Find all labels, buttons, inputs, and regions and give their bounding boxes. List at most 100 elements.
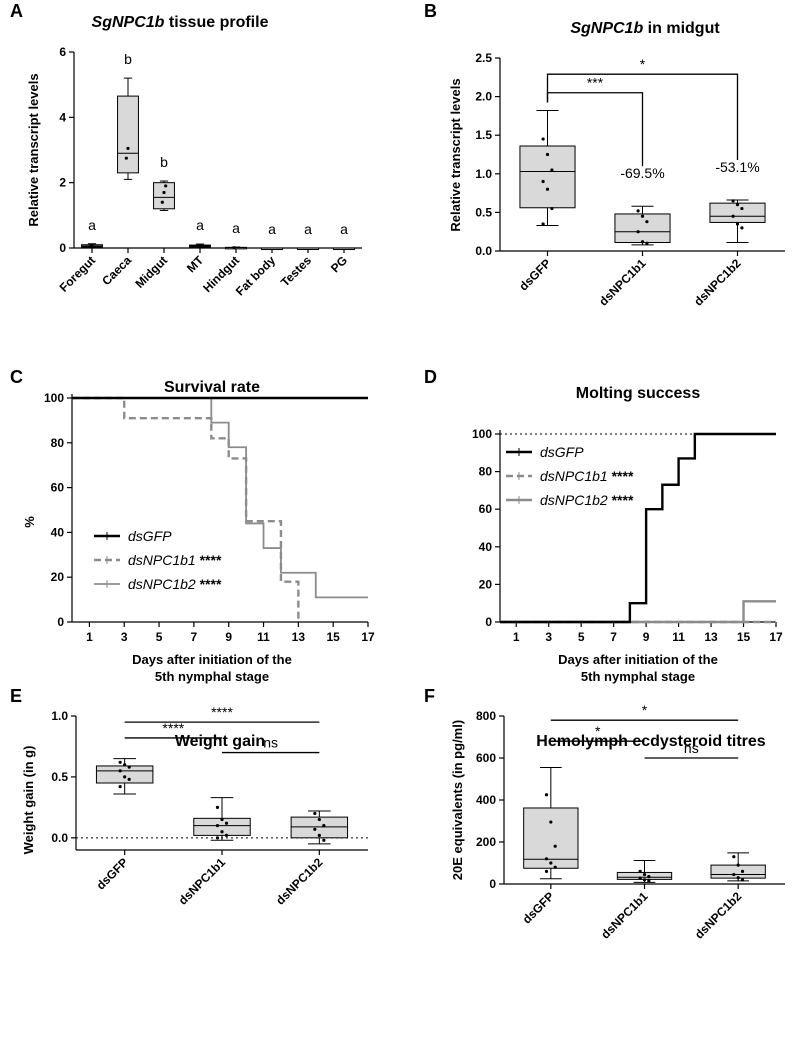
category-label: MT xyxy=(184,253,207,276)
y-tick-label: 2 xyxy=(59,176,66,190)
panel-B: B SgNPC1b in midgut Relative transcript le… xyxy=(424,1,785,309)
data-point xyxy=(553,844,557,848)
panel-E: E Weight gain Weight gain (in g) 0.0 0.5 1.0 d… xyxy=(10,686,368,908)
x-tick-label: 13 xyxy=(704,630,718,644)
panel-label: E xyxy=(10,686,22,706)
x-tick-label: 1 xyxy=(86,630,93,644)
x-tick-label: 1 xyxy=(513,630,520,644)
data-point xyxy=(317,817,321,822)
y-tick-label: 800 xyxy=(476,709,496,723)
category-label: dsNPC1b2 xyxy=(273,855,326,908)
data-point xyxy=(638,869,642,874)
data-point xyxy=(127,777,131,781)
legend-name: dsGFP xyxy=(540,444,584,460)
box-dsNPC1b2 xyxy=(290,816,349,839)
data-point xyxy=(541,137,545,141)
x-axis-label-line2: 5th nymphal stage xyxy=(155,669,269,684)
data-point xyxy=(544,857,549,861)
y-tick-label: 20 xyxy=(51,570,65,584)
data-point xyxy=(162,190,166,195)
legend-entry: dsNPC1b2 **** xyxy=(128,576,222,592)
data-point xyxy=(549,820,553,824)
y-tick-label: 60 xyxy=(51,481,65,495)
y-tick-label: 0 xyxy=(485,615,492,629)
x-tick-label: 9 xyxy=(643,630,650,644)
category-label: Fat body xyxy=(233,253,278,298)
x-tick-label: 9 xyxy=(225,630,232,644)
series-line-dsGFP xyxy=(500,432,776,624)
x-tick-label: 11 xyxy=(257,630,270,644)
data-point xyxy=(123,763,127,767)
y-tick-label: 1.0 xyxy=(475,167,492,181)
data-point xyxy=(636,209,640,213)
legend-name: dsNPC1b2 xyxy=(128,576,196,592)
data-point xyxy=(736,863,740,867)
data-point xyxy=(640,240,645,244)
chart-title: Hemolymph ecdysteroid titres xyxy=(536,733,766,750)
y-tick-label: 400 xyxy=(476,793,496,807)
significance-label: * xyxy=(640,56,646,72)
y-tick-label: 0 xyxy=(489,877,496,891)
series-line-dsNPC1b1 xyxy=(72,396,300,622)
data-point xyxy=(127,765,131,769)
y-tick-label: 20 xyxy=(479,577,493,591)
data-point xyxy=(740,206,744,211)
y-tick-label: 2.5 xyxy=(475,51,492,65)
data-point xyxy=(118,769,122,773)
y-axis-label: Relative transcript levels xyxy=(448,78,463,231)
data-point xyxy=(160,200,164,204)
data-point xyxy=(322,838,326,842)
category-label: dsNPC1b2 xyxy=(692,889,745,942)
legend-entry: dsNPC1b1 **** xyxy=(540,468,634,484)
data-point xyxy=(642,872,647,877)
category-label: dsNPC1b1 xyxy=(598,889,651,942)
data-point xyxy=(731,199,735,203)
legend-entry: dsGFP xyxy=(540,444,584,460)
legend-significance: **** xyxy=(196,552,222,568)
x-tick-label: 3 xyxy=(545,630,552,644)
legend-significance: **** xyxy=(608,468,634,484)
x-tick-label: 3 xyxy=(121,630,128,644)
data-point xyxy=(215,824,220,828)
y-tick-label: 1.0 xyxy=(51,709,68,723)
significance-label: ns xyxy=(684,740,699,756)
data-point xyxy=(313,811,317,816)
y-tick-label: 0 xyxy=(59,241,66,255)
data-point xyxy=(740,878,745,882)
y-tick-label: 0.0 xyxy=(475,244,492,258)
data-point xyxy=(740,226,744,230)
data-point xyxy=(735,203,740,207)
data-point xyxy=(220,830,224,834)
data-point xyxy=(196,244,200,248)
significance-label: * xyxy=(595,723,601,739)
x-tick-label: 5 xyxy=(156,630,163,644)
legend-name: dsNPC1b2 xyxy=(540,492,608,508)
panel-label: A xyxy=(10,1,23,21)
data-point xyxy=(550,168,554,172)
data-point xyxy=(544,793,549,797)
x-axis-label-line1: Days after initiation of the xyxy=(558,652,718,667)
chart-title: Survival rate xyxy=(164,379,260,396)
y-axis-label: Relative transcript levels xyxy=(26,73,41,226)
box-dsGFP xyxy=(519,145,576,209)
panel-label: B xyxy=(424,1,437,21)
x-tick-label: 5 xyxy=(578,630,585,644)
data-point xyxy=(224,833,229,837)
data-point xyxy=(215,836,220,840)
category-label: dsNPC1b2 xyxy=(691,256,744,309)
y-tick-label: 0 xyxy=(57,615,64,629)
x-tick-label: 17 xyxy=(769,630,783,644)
box-dsGFP xyxy=(95,765,154,784)
data-point xyxy=(126,146,130,150)
data-point xyxy=(638,876,642,880)
data-point xyxy=(124,156,128,160)
group-annotation: b xyxy=(160,154,168,170)
data-point xyxy=(224,821,229,825)
y-tick-label: 1.5 xyxy=(475,128,492,142)
panel-label: C xyxy=(10,367,23,387)
significance-label: *** xyxy=(587,75,604,91)
legend-name: dsGFP xyxy=(128,528,172,544)
data-point xyxy=(642,878,647,882)
chart-title: Weight gain xyxy=(175,733,265,750)
